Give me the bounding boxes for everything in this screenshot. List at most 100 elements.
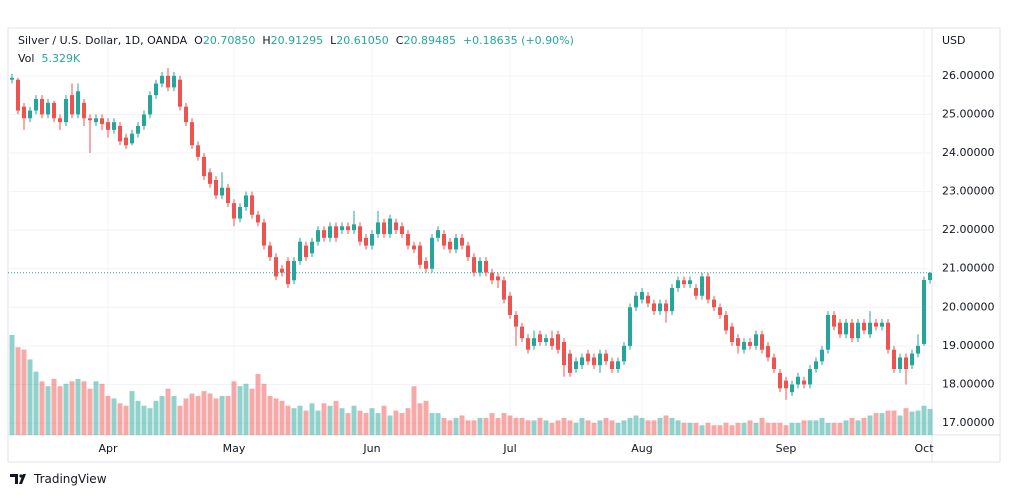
volume-bar: [897, 415, 903, 435]
candle-body: [370, 234, 374, 246]
candle-body: [382, 222, 386, 235]
candle-body: [76, 91, 80, 115]
volume-bar: [249, 388, 255, 435]
candle-body: [208, 172, 212, 184]
volume-bar: [225, 395, 231, 435]
candle-body: [532, 338, 536, 346]
brand-name: TradingView: [34, 472, 107, 486]
volume-bar: [453, 417, 459, 435]
candle-body: [346, 226, 350, 231]
candle-body: [706, 276, 710, 300]
volume-bar: [279, 400, 285, 435]
candle-body: [700, 276, 704, 296]
candle-body: [742, 342, 746, 350]
volume-bar: [207, 393, 213, 435]
candle-body: [304, 245, 308, 258]
y-tick-label: 17.00000: [942, 416, 995, 429]
candle-body: [820, 349, 824, 362]
candle-body: [376, 222, 380, 235]
candle-body: [472, 257, 476, 273]
candle-body: [154, 83, 158, 96]
volume-label: Vol: [18, 52, 35, 65]
candle-body: [736, 338, 740, 346]
volume-bar: [903, 408, 909, 435]
candle-body: [178, 79, 182, 107]
candle-body: [316, 230, 320, 242]
candle-body: [682, 280, 686, 285]
candle-body: [430, 237, 434, 269]
volume-bar: [531, 420, 537, 435]
volume-bar: [801, 420, 807, 435]
volume-bar: [627, 417, 633, 435]
brand[interactable]: TradingView: [10, 472, 107, 486]
candle-body: [580, 357, 584, 366]
x-tick-label: Aug: [631, 442, 652, 455]
volume-bar: [723, 422, 729, 435]
volume-bar: [261, 383, 267, 435]
candle-body: [130, 133, 134, 144]
x-tick-label: Apr: [98, 442, 118, 455]
volume-bar: [861, 417, 867, 435]
open-label: O: [194, 34, 203, 47]
x-tick-label: Jun: [362, 442, 380, 455]
volume-bar: [633, 415, 639, 435]
volume-bar: [441, 417, 447, 435]
candle-body: [892, 349, 896, 370]
candle-body: [436, 230, 440, 238]
candle-body: [652, 303, 656, 312]
candle-body: [616, 361, 620, 370]
volume-bar: [867, 415, 873, 435]
candle-body: [550, 338, 554, 346]
volume-bar: [273, 398, 279, 435]
volume-bar: [135, 400, 141, 435]
volume-bar: [501, 413, 507, 435]
candle-body: [190, 122, 194, 146]
volume-bar: [783, 425, 789, 435]
candle-body: [526, 338, 530, 350]
volume-bar: [213, 398, 219, 435]
volume-bar: [729, 425, 735, 435]
candle-body: [196, 145, 200, 157]
y-tick-label: 21.00000: [942, 262, 995, 275]
candle-body: [688, 280, 692, 285]
volume-bar: [549, 422, 555, 435]
volume-bar: [153, 400, 159, 435]
volume-bar: [921, 405, 927, 435]
candle-body: [280, 268, 284, 273]
volume-bar: [513, 417, 519, 435]
candle-body: [82, 102, 86, 119]
high-label: H: [262, 34, 271, 47]
candle-body: [880, 322, 884, 327]
volume-bar: [657, 417, 663, 435]
candle-body: [466, 245, 470, 258]
volume-bar: [141, 405, 147, 435]
candle-body: [664, 303, 668, 312]
volume-bar: [423, 400, 429, 435]
volume-bar: [591, 422, 597, 435]
volume-bar: [195, 395, 201, 435]
volume-bar: [579, 417, 585, 435]
candle-body: [58, 118, 62, 123]
candle-body: [388, 218, 392, 235]
volume-bar: [33, 371, 39, 435]
candle-body: [592, 357, 596, 366]
legend: Silver / U.S. Dollar, 1D, OANDA O20.7085…: [18, 34, 574, 47]
high-value: 20.91295: [270, 34, 324, 47]
candle-body: [406, 234, 410, 246]
candle-body: [862, 322, 866, 331]
volume-bar: [483, 417, 489, 435]
candle-body: [796, 376, 800, 385]
axes: 17.00000 18.00000 19.00000 20.00000 21.00000…: [98, 69, 994, 455]
candle-body: [70, 95, 74, 115]
candle-body: [454, 237, 458, 250]
currency-label: USD: [942, 34, 966, 47]
candle-body: [676, 280, 680, 289]
volume-bar: [63, 383, 69, 435]
volume-bar: [621, 420, 627, 435]
volume-bar: [753, 422, 759, 435]
candle-body: [94, 118, 98, 123]
volume-bar: [471, 420, 477, 435]
candle-body: [64, 98, 68, 123]
candle-body: [610, 361, 614, 370]
candle-body: [808, 369, 812, 385]
